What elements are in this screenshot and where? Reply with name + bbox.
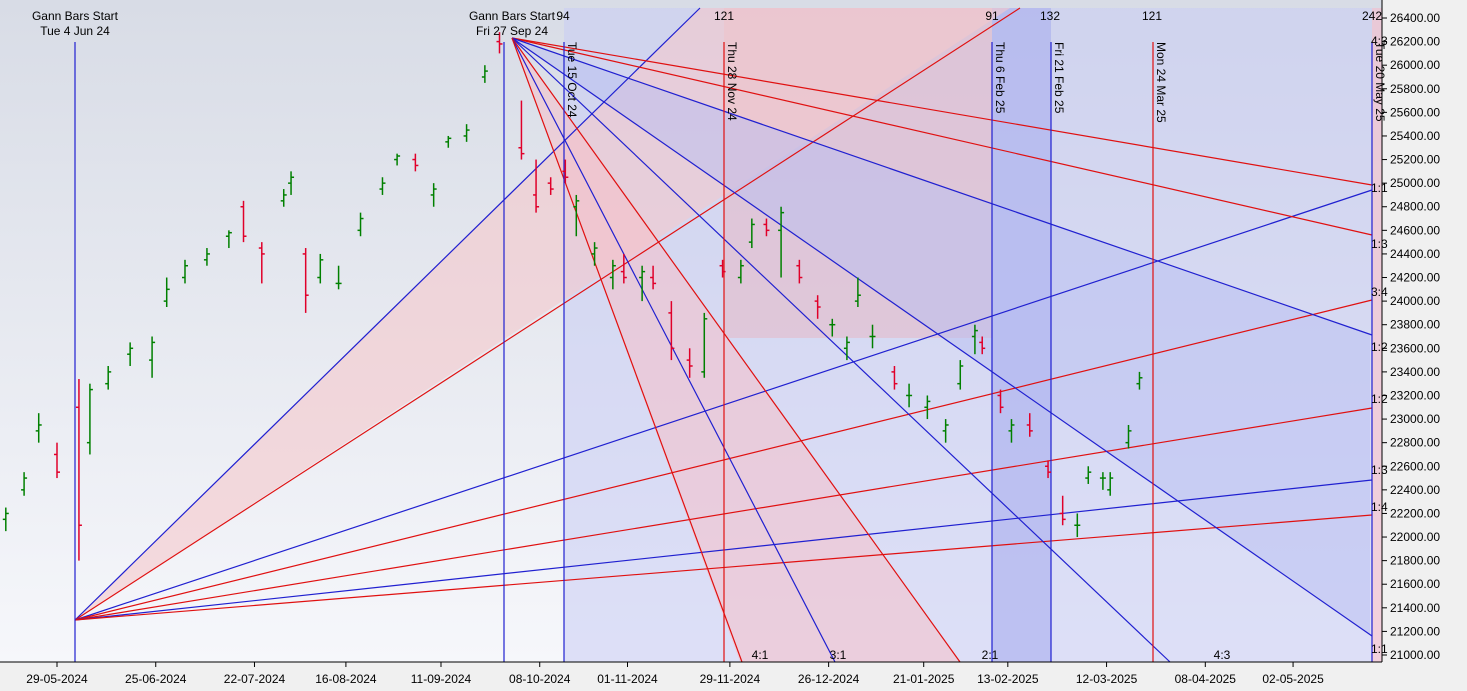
- y-tick-label: 26000.00: [1390, 58, 1440, 72]
- x-tick-label: 16-08-2024: [315, 672, 377, 686]
- bar-count: 91: [985, 9, 999, 23]
- y-tick-label: 24000.00: [1390, 294, 1440, 308]
- fan-label: 3:1: [830, 648, 847, 662]
- fan-label: 3:4: [1371, 285, 1388, 299]
- date-label: Thu 6 Feb 25: [993, 42, 1007, 114]
- y-tick-label: 21800.00: [1390, 554, 1440, 568]
- start-label: Fri 27 Sep 24: [476, 24, 548, 38]
- fan-line: [511, 37, 1171, 663]
- x-axis-panel: [0, 662, 1382, 691]
- bar-count: 94: [556, 9, 570, 23]
- y-tick-label: 21600.00: [1390, 577, 1440, 591]
- x-tick-label: 13-02-2025: [977, 672, 1039, 686]
- fan-line: [511, 37, 1373, 236]
- date-label: Tue 15 Oct 24: [565, 42, 579, 118]
- y-tick-label: 23800.00: [1390, 318, 1440, 332]
- y-tick-label: 25200.00: [1390, 153, 1440, 167]
- fan-label: 4:3: [1371, 34, 1388, 48]
- fan-line: [511, 37, 836, 663]
- y-tick-label: 21400.00: [1390, 601, 1440, 615]
- y-tick-label: 24400.00: [1390, 247, 1440, 261]
- bar-count: 121: [714, 9, 734, 23]
- date-label: Mon 24 Mar 25: [1154, 42, 1168, 123]
- x-tick-label: 08-10-2024: [509, 672, 571, 686]
- y-tick-label: 21000.00: [1390, 648, 1440, 662]
- fan-label: 2:1: [982, 648, 999, 662]
- bar-count: 121: [1142, 9, 1162, 23]
- y-tick-label: 25000.00: [1390, 176, 1440, 190]
- fan-label: 1:2: [1371, 392, 1388, 406]
- y-tick-label: 25600.00: [1390, 105, 1440, 119]
- bar-count: 242: [1362, 9, 1382, 23]
- start-label: Gann Bars Start: [32, 9, 119, 23]
- y-tick-label: 23000.00: [1390, 412, 1440, 426]
- y-tick-label: 24800.00: [1390, 200, 1440, 214]
- x-tick-label: 08-04-2025: [1175, 672, 1237, 686]
- x-tick-label: 26-12-2024: [798, 672, 860, 686]
- fan-label: 1:3: [1371, 463, 1388, 477]
- start-label: Gann Bars Start: [469, 9, 556, 23]
- y-tick-label: 21200.00: [1390, 624, 1440, 638]
- start-label: Tue 4 Jun 24: [40, 24, 110, 38]
- fan-label: 4:1: [752, 648, 769, 662]
- y-tick-label: 22600.00: [1390, 459, 1440, 473]
- x-tick-label: 02-05-2025: [1262, 672, 1324, 686]
- y-tick-label: 23200.00: [1390, 388, 1440, 402]
- x-tick-label: 25-06-2024: [125, 672, 187, 686]
- y-tick-label: 26400.00: [1390, 11, 1440, 25]
- y-tick-label: 26200.00: [1390, 35, 1440, 49]
- fan-line: [511, 37, 743, 663]
- y-tick-label: 24600.00: [1390, 223, 1440, 237]
- fan-line: [511, 37, 961, 663]
- fan-line: [74, 7, 701, 621]
- y-tick-label: 22800.00: [1390, 436, 1440, 450]
- fan-label: 1:1: [1371, 181, 1388, 195]
- fan-label: 1:1: [1371, 642, 1388, 656]
- y-tick-label: 22200.00: [1390, 506, 1440, 520]
- fan-label: 4:3: [1214, 648, 1231, 662]
- y-tick-label: 24200.00: [1390, 271, 1440, 285]
- x-tick-label: 29-11-2024: [700, 672, 761, 686]
- fan-line: [74, 7, 1021, 621]
- x-tick-label: 12-03-2025: [1076, 672, 1138, 686]
- fan-line: [511, 37, 1373, 637]
- date-label: Fri 21 Feb 25: [1052, 42, 1066, 114]
- x-tick-label: 29-05-2024: [26, 672, 88, 686]
- x-tick-label: 22-07-2024: [224, 672, 286, 686]
- time-zone: [1372, 8, 1382, 662]
- y-tick-label: 22400.00: [1390, 483, 1440, 497]
- bar-count: 132: [1040, 9, 1060, 23]
- price-bars: [2, 32, 1143, 561]
- fan-label: 1:4: [1371, 500, 1388, 514]
- fan-label: 1:2: [1371, 340, 1388, 354]
- date-label: Tue 20 May 25: [1373, 42, 1387, 122]
- x-tick-label: 11-09-2024: [411, 672, 472, 686]
- fan-line: [511, 37, 1373, 336]
- y-tick-label: 23600.00: [1390, 341, 1440, 355]
- date-label: Thu 28 Nov 24: [725, 42, 739, 121]
- x-tick-label: 01-11-2024: [597, 672, 658, 686]
- time-lines: [74, 42, 1373, 662]
- y-tick-label: 25800.00: [1390, 82, 1440, 96]
- y-axis-panel: [1382, 0, 1467, 691]
- y-tick-label: 22000.00: [1390, 530, 1440, 544]
- x-tick-label: 21-01-2025: [893, 672, 955, 686]
- fan-label: 1:3: [1371, 237, 1388, 251]
- fan-line: [511, 37, 1373, 186]
- y-tick-label: 23400.00: [1390, 365, 1440, 379]
- y-tick-label: 25400.00: [1390, 129, 1440, 143]
